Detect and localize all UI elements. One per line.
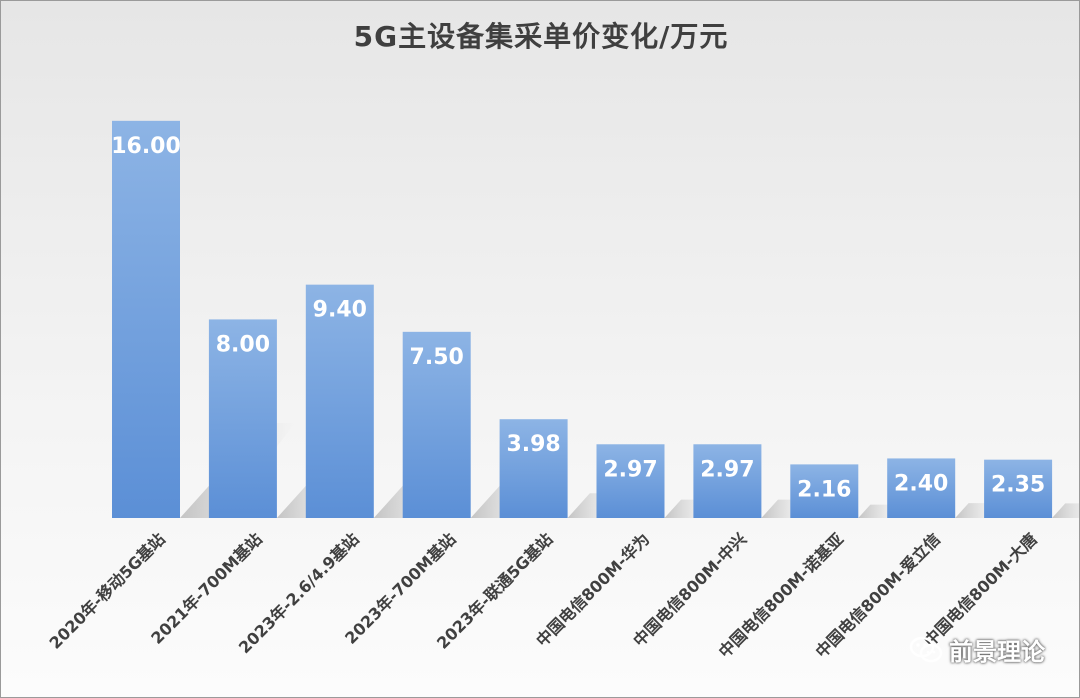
wechat-icon bbox=[909, 636, 943, 662]
x-tick-labels-group: 2020年-移动5G基站2021年-700M基站2023年-2.6/4.9基站2… bbox=[45, 529, 1040, 661]
bar bbox=[499, 419, 568, 518]
data-label: 2.35 bbox=[991, 473, 1045, 498]
data-label: 9.40 bbox=[313, 298, 367, 323]
bar bbox=[305, 284, 374, 518]
bar-shadow bbox=[1052, 503, 1079, 518]
bar bbox=[984, 459, 1053, 518]
watermark: 前景理论 bbox=[909, 632, 1045, 667]
data-label: 8.00 bbox=[216, 332, 270, 357]
data-label: 2.16 bbox=[797, 477, 851, 502]
watermark-text: 前景理论 bbox=[949, 638, 1045, 666]
chart-title: 5G主设备集采单价变化/万元 bbox=[353, 20, 729, 53]
data-label: 7.50 bbox=[410, 345, 464, 370]
bars-group bbox=[112, 120, 1053, 518]
bar bbox=[112, 120, 180, 518]
data-label: 3.98 bbox=[506, 432, 560, 457]
bar bbox=[790, 464, 859, 518]
bar bbox=[887, 458, 956, 518]
data-label: 2.97 bbox=[700, 457, 754, 482]
bar bbox=[402, 331, 471, 518]
data-labels-group: 16.00 8.00 9.40 7.50 3.98 2.97 2.97 2.16 2.40 2.3… bbox=[111, 134, 1045, 503]
bar bbox=[596, 444, 665, 518]
data-label: 16.00 bbox=[111, 134, 181, 159]
data-label: 2.97 bbox=[603, 457, 657, 482]
bar bbox=[208, 319, 277, 518]
data-label: 2.40 bbox=[894, 471, 948, 496]
bar bbox=[693, 444, 762, 518]
